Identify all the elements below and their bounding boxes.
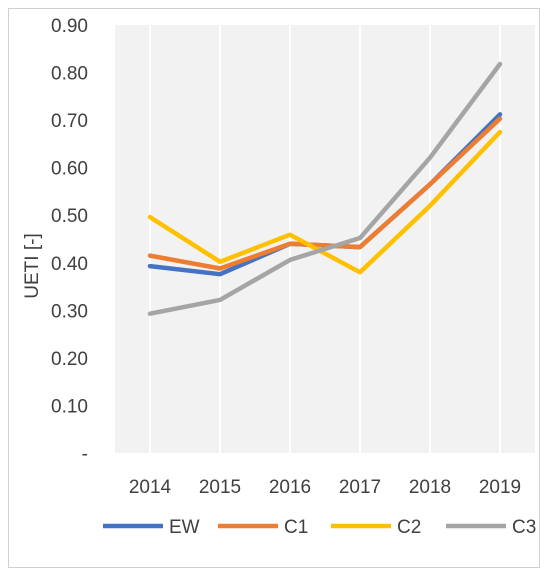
series-line-c3 <box>147 61 503 316</box>
y-tick-label: 0.10 <box>51 396 88 417</box>
series-line-c1 <box>147 116 503 271</box>
grid-lines <box>149 25 501 453</box>
legend-label-c1: C1 <box>284 517 308 538</box>
legend-label-c2: C2 <box>397 517 421 538</box>
x-tick-label-2015: 2015 <box>199 477 241 498</box>
x-tick-label-2018: 2018 <box>409 477 451 498</box>
legend-label-ew: EW <box>169 517 200 538</box>
series-lines <box>147 61 503 316</box>
y-tick-label: 0.40 <box>51 254 88 275</box>
y-axis-ticks: - 0.10 0.20 0.30 0.40 0.50 0.60 0.70 0.80 0.90 <box>51 16 88 465</box>
legend: EW C1 C2 C3 <box>103 517 536 538</box>
y-tick-label: - <box>82 444 88 465</box>
y-tick-label: 0.80 <box>51 64 88 85</box>
y-tick-label: 0.50 <box>51 206 88 227</box>
y-tick-label: 0.70 <box>51 111 88 132</box>
plot-area <box>115 25 535 453</box>
x-axis-ticks: 2014 2015 2016 2017 2018 2019 <box>129 477 521 498</box>
y-tick-label: 0.60 <box>51 159 88 180</box>
y-tick-label: 0.90 <box>51 16 88 37</box>
y-tick-label: 0.20 <box>51 349 88 370</box>
legend-label-c3: C3 <box>512 517 536 538</box>
x-tick-label-2016: 2016 <box>269 477 311 498</box>
x-tick-label-2017: 2017 <box>339 477 381 498</box>
y-axis-label: UETI [-] <box>22 233 43 298</box>
series-line-c2 <box>147 129 503 275</box>
x-tick-label-2019: 2019 <box>479 477 521 498</box>
y-tick-label: 0.30 <box>51 301 88 322</box>
x-tick-label-2014: 2014 <box>129 477 172 498</box>
